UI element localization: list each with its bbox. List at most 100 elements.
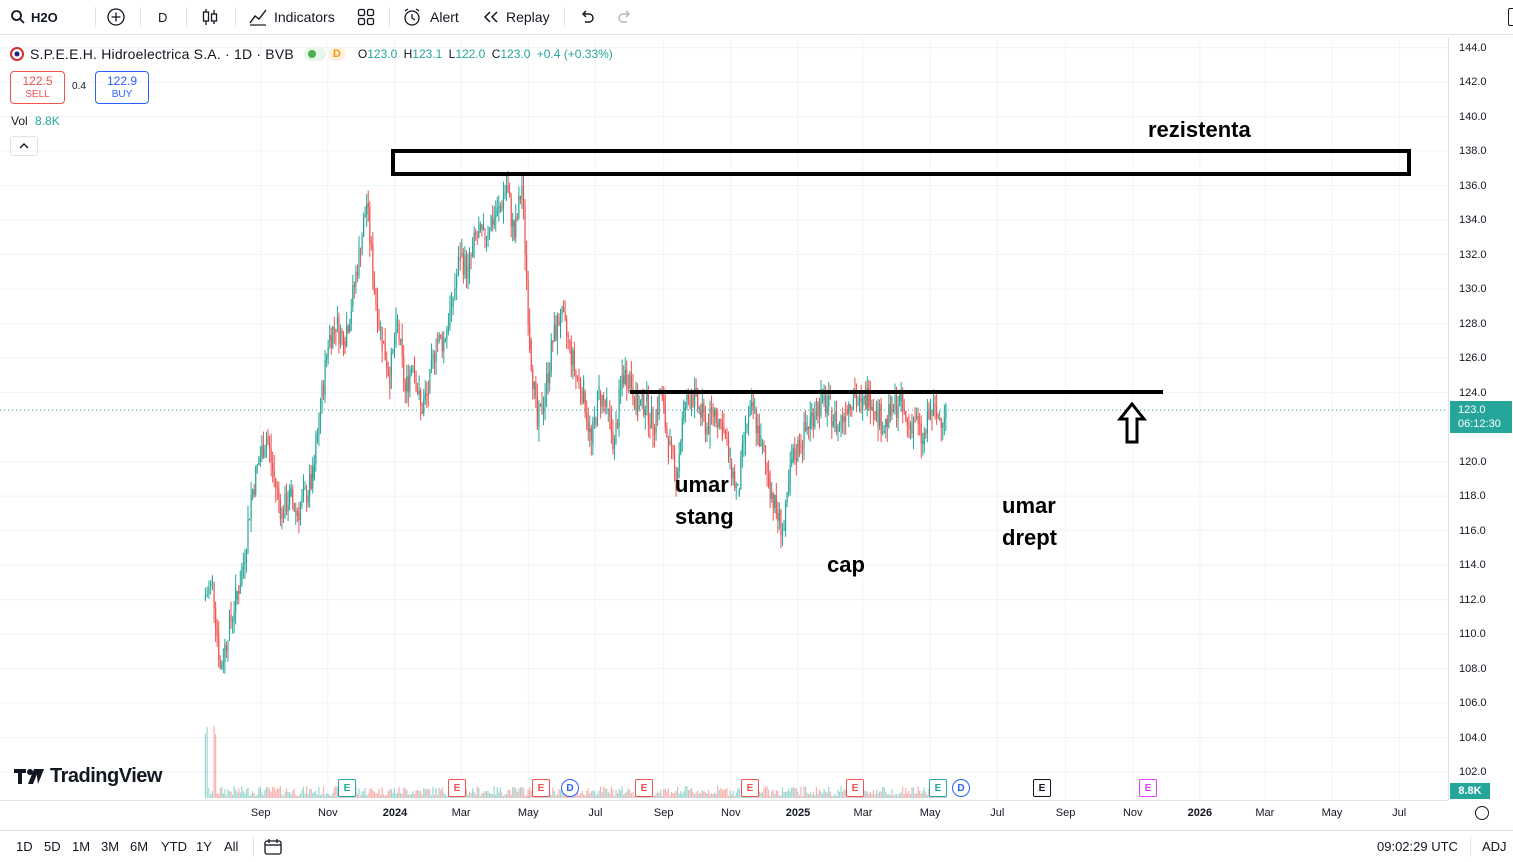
candle-body (336, 317, 339, 324)
volume-bar (258, 788, 260, 798)
candle-body (763, 444, 765, 451)
earnings-event-icon[interactable]: E (1033, 779, 1051, 797)
volume-bar (616, 793, 619, 798)
candle-body (253, 489, 255, 495)
volume-bar (304, 793, 306, 798)
time-axis[interactable]: Sep Nov 2024 Mar May Jul Sep Nov 2025 Mar May Jul Se… (0, 800, 1489, 827)
volume-bar (837, 789, 839, 798)
breakout-arrow-icon[interactable] (1116, 401, 1148, 444)
tradingview-logo[interactable]: TradingView (14, 765, 162, 788)
volume-bar (633, 795, 636, 798)
volume-bar (356, 793, 359, 798)
earnings-event-icon[interactable]: E (448, 779, 466, 797)
earnings-event-icon[interactable]: E (846, 779, 864, 797)
templates-button[interactable] (356, 0, 376, 34)
volume-bar (247, 787, 249, 798)
sell-button[interactable]: 122.5 SELL (10, 71, 65, 104)
range-button[interactable]: All (224, 839, 239, 854)
earnings-event-icon[interactable]: E (532, 779, 550, 797)
volume-bar (663, 789, 665, 798)
replay-button[interactable]: Replay (482, 0, 550, 34)
candle-body (766, 463, 768, 473)
adj-toggle[interactable]: ADJ (1482, 839, 1507, 854)
candle-body (647, 392, 649, 425)
chart-type-button[interactable] (200, 0, 220, 34)
indicators-label: Indicators (274, 9, 335, 25)
earnings-event-icon[interactable]: E (741, 779, 759, 797)
volume-bar (780, 795, 782, 798)
alert-button[interactable]: Alert (402, 0, 459, 34)
volume-bar (210, 793, 212, 798)
candle-body (341, 330, 343, 335)
volume-bar (465, 788, 468, 798)
volume-bar (806, 792, 808, 798)
volume-bar (259, 786, 261, 798)
range-button[interactable]: YTD (161, 839, 187, 854)
delayed-badge[interactable]: D (327, 47, 346, 61)
range-button[interactable]: 1D (16, 839, 33, 854)
range-button[interactable]: 1M (72, 839, 91, 854)
volume-bar (698, 793, 700, 798)
candle-body (247, 519, 249, 551)
range-button[interactable]: 5D (44, 839, 61, 854)
price-chart[interactable] (0, 38, 1448, 800)
candle-body (712, 411, 714, 417)
volume-bar (923, 787, 925, 798)
candle-body (398, 323, 400, 341)
candle-body (407, 376, 409, 392)
redo-button[interactable] (616, 0, 634, 34)
buy-button[interactable]: 122.9 BUY (95, 71, 149, 104)
volume-bar (410, 794, 413, 798)
candle-body (798, 440, 801, 454)
candle-body (307, 495, 309, 503)
candle-body (795, 458, 797, 461)
dividend-event-icon[interactable]: D (561, 779, 579, 797)
earnings-event-icon[interactable]: E (1139, 779, 1157, 797)
volume-bar (270, 791, 272, 798)
volume-bar (278, 788, 280, 798)
candle-body (361, 236, 363, 256)
earnings-event-icon[interactable]: E (929, 779, 947, 797)
candle-body (330, 335, 332, 348)
candle-body (690, 396, 693, 408)
chart-pane[interactable]: S.P.E.E.H. Hidroelectrica S.A. · 1D · BV… (0, 38, 1448, 800)
volume-bar (598, 790, 600, 798)
volume-bar (510, 794, 512, 798)
collapse-legend-button[interactable] (10, 136, 38, 156)
symbol-title[interactable]: S.P.E.E.H. Hidroelectrica S.A. · 1D · BV… (30, 46, 294, 62)
indicators-button[interactable]: Indicators (248, 0, 335, 34)
earnings-event-icon[interactable]: E (635, 779, 653, 797)
undo-button[interactable] (578, 0, 596, 34)
volume-bar (829, 791, 831, 798)
volume-bar (869, 792, 871, 798)
dividend-event-icon[interactable]: D (952, 779, 970, 797)
panel-toggle-icon[interactable] (1508, 8, 1513, 26)
range-button[interactable]: 3M (101, 839, 120, 854)
candle-body (666, 427, 668, 437)
volume-bar (889, 795, 891, 798)
volume-bar (221, 786, 223, 798)
compare-button[interactable] (106, 0, 126, 34)
volume-bar (530, 790, 532, 798)
range-button[interactable]: 6M (130, 839, 149, 854)
candle-body (646, 392, 648, 402)
candle-body (825, 395, 827, 414)
volume-bar (504, 794, 506, 798)
volume-bar (279, 786, 281, 798)
interval-button[interactable]: D (158, 0, 167, 34)
settings-gear-icon[interactable] (1475, 806, 1489, 820)
symbol-label: H2O (31, 9, 58, 25)
volume-bar (527, 789, 529, 798)
clock-time[interactable]: 09:02:29 UTC (1377, 839, 1458, 854)
range-button[interactable]: 1Y (196, 839, 212, 854)
candle-body (737, 484, 739, 486)
volume-bar (678, 793, 680, 798)
symbol-search[interactable]: H2O (10, 0, 58, 34)
resistance-box[interactable] (391, 149, 1411, 176)
date-range-button[interactable] (263, 831, 283, 862)
candle-body (858, 397, 861, 404)
candle-body (636, 389, 639, 417)
earnings-event-icon[interactable]: E (338, 779, 356, 797)
price-axis[interactable]: 144.0 142.0 140.0 138.0 136.0 134.0 132.0 130.0… (1448, 38, 1513, 800)
candle-body (738, 489, 740, 497)
